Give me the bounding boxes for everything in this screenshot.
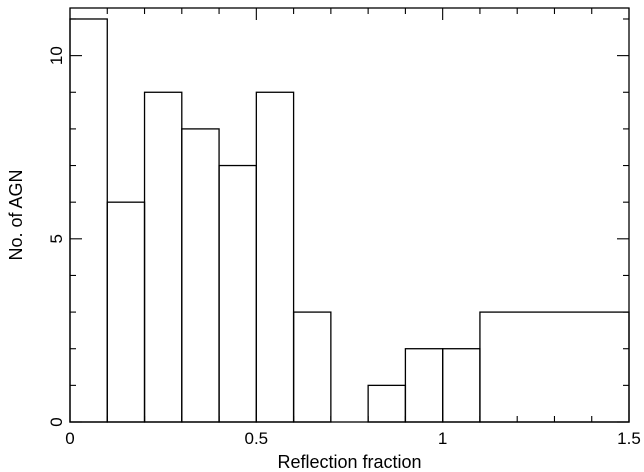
x-tick-label: 0.5: [245, 429, 269, 448]
x-tick-label: 0: [65, 429, 74, 448]
y-tick-label: 5: [47, 234, 66, 243]
histogram-bar-10: [442, 348, 481, 423]
histogram-bar-0: [69, 18, 108, 423]
histogram-bar-6: [292, 311, 332, 423]
tick-labels-group: 0 0.5 1 1.5 0 5 10: [47, 46, 641, 448]
histogram-bar-8: [367, 384, 407, 423]
histogram-bar-5: [255, 91, 295, 423]
histogram-bar-11: [479, 311, 630, 423]
histogram-bar-3: [181, 128, 220, 423]
histogram-bar-4: [218, 164, 257, 423]
histogram-bar-2: [143, 91, 183, 423]
bars-group: [69, 18, 630, 423]
histogram-bar-9: [404, 348, 444, 423]
plot-frame: [69, 7, 630, 423]
histogram-bar-1: [106, 201, 146, 423]
y-tick-label: 10: [47, 46, 66, 65]
x-axis-label: Reflection fraction: [277, 452, 421, 472]
ticks-group: [69, 8, 630, 423]
x-tick-label: 1.5: [617, 429, 641, 448]
x-tick-label: 1: [438, 429, 447, 448]
y-tick-label: 0: [47, 417, 66, 426]
y-axis-label: No. of AGN: [6, 169, 26, 260]
